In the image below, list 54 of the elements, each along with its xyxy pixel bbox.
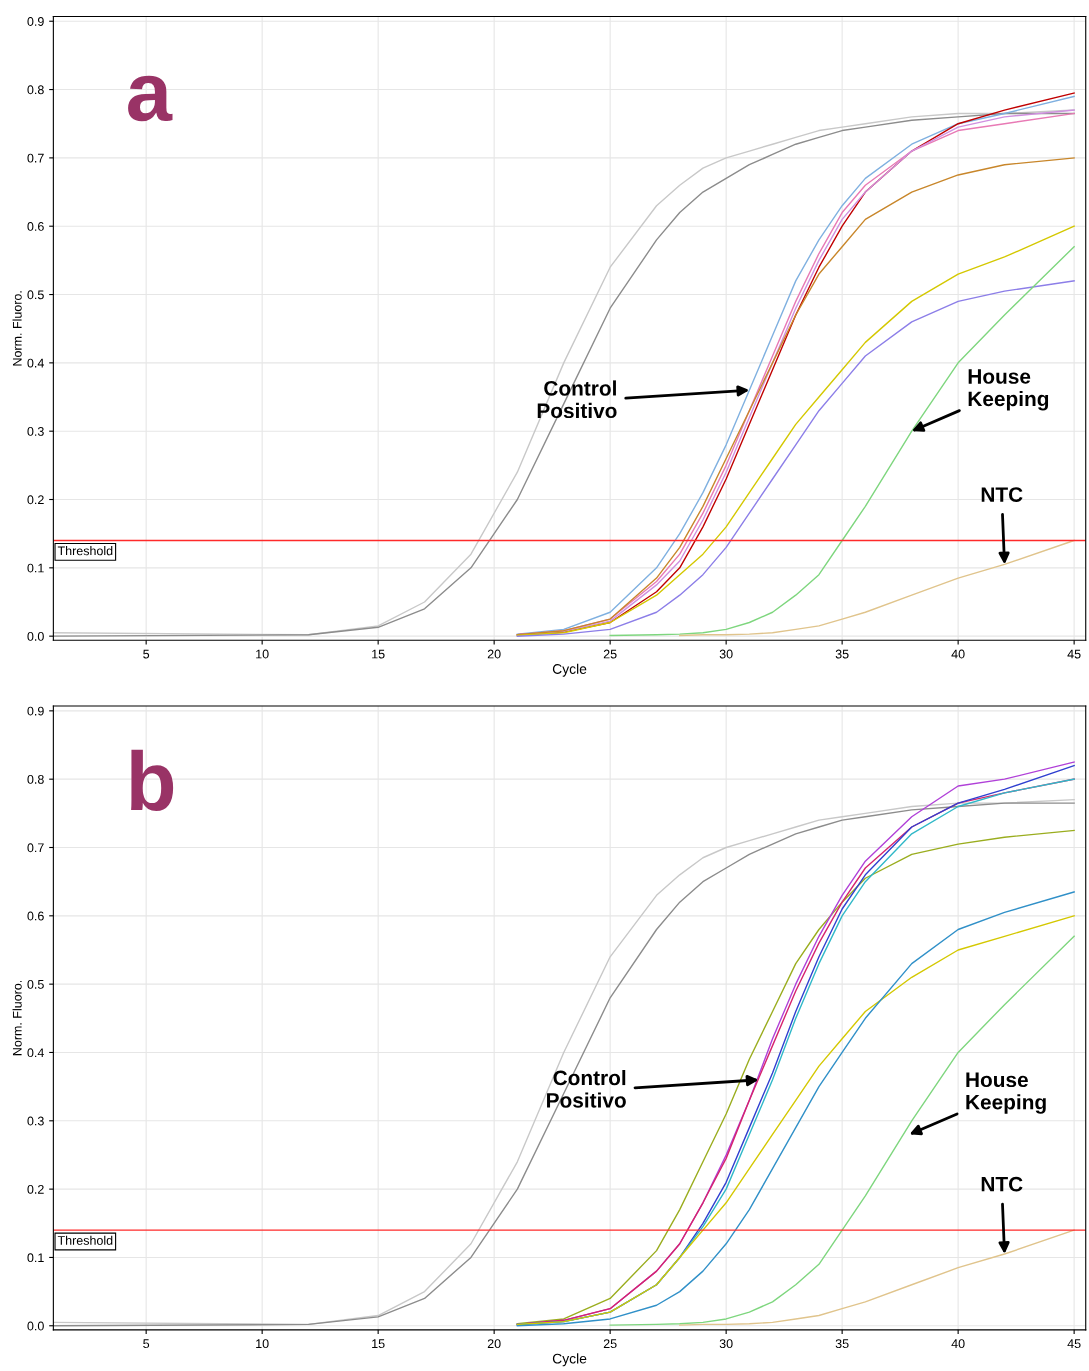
- y-tick-label: 0.0: [27, 631, 44, 641]
- y-tick-label: 0.9: [27, 706, 44, 716]
- x-tick-label: 10: [256, 1339, 269, 1349]
- annotation: b: [131, 749, 174, 811]
- y-tick-label: 0.6: [27, 222, 44, 231]
- y-tick-label: 0.5: [27, 290, 44, 300]
- y-tick-label: 0.3: [27, 426, 44, 436]
- y-tick-label: 0.4: [27, 358, 44, 368]
- y-tick-label: 0.4: [27, 1048, 44, 1058]
- annotation: Control Positivo: [547, 1069, 626, 1108]
- ref-line-label: Threshold: [57, 546, 113, 556]
- x-tick-label: 45: [1067, 649, 1081, 659]
- x-tick-label: 25: [603, 1339, 617, 1349]
- y-tick-label: 0.8: [27, 774, 44, 784]
- y-tick-label: 0.2: [27, 495, 44, 505]
- y-tick-label: 0.9: [27, 17, 44, 26]
- y-axis-title: Norm. Fluoro.: [12, 291, 22, 366]
- x-tick-label: 30: [719, 649, 733, 659]
- annotation: NTC: [981, 1176, 1023, 1192]
- x-tick-label: 20: [487, 649, 501, 659]
- y-tick-label: 0.1: [27, 563, 44, 573]
- x-tick-label: 30: [719, 1339, 733, 1349]
- y-tick-label: 0.1: [27, 1253, 44, 1263]
- x-axis-title: Cycle: [552, 663, 587, 677]
- x-axis-title: Cycle: [552, 1353, 587, 1367]
- x-tick-label: 20: [487, 1339, 501, 1349]
- x-tick-label: 35: [835, 1339, 849, 1349]
- ref-line-label: Threshold: [57, 1235, 113, 1245]
- x-tick-label: 15: [372, 649, 385, 659]
- x-tick-label: 40: [951, 1339, 965, 1349]
- annotation: House Keeping: [966, 1072, 1046, 1114]
- x-tick-label: 5: [143, 649, 150, 659]
- line-series: [679, 539, 1075, 637]
- x-tick-label: 15: [372, 1339, 385, 1349]
- y-tick-label: 0.2: [27, 1184, 44, 1194]
- x-tick-label: 5: [143, 1339, 150, 1349]
- y-tick-label: 0.5: [27, 979, 44, 989]
- y-tick-label: 0.7: [27, 153, 44, 163]
- x-tick-label: 25: [603, 649, 617, 659]
- x-tick-label: 40: [951, 649, 965, 659]
- x-tick-label: 35: [835, 649, 849, 659]
- x-tick-label: 10: [256, 649, 269, 659]
- y-tick-label: 0.0: [27, 1321, 44, 1331]
- annotation: NTC: [981, 487, 1023, 502]
- y-tick-label: 0.3: [27, 1116, 44, 1126]
- annotation: Control Positivo: [537, 380, 617, 419]
- y-tick-label: 0.8: [27, 85, 44, 95]
- annotation: House Keeping: [968, 369, 1049, 411]
- y-tick-label: 0.7: [27, 843, 44, 853]
- annotation: a: [128, 75, 173, 122]
- y-axis-title: Norm. Fluoro.: [12, 980, 22, 1056]
- line-series: [679, 1229, 1075, 1326]
- x-tick-label: 45: [1067, 1339, 1081, 1349]
- y-tick-label: 0.6: [27, 911, 44, 921]
